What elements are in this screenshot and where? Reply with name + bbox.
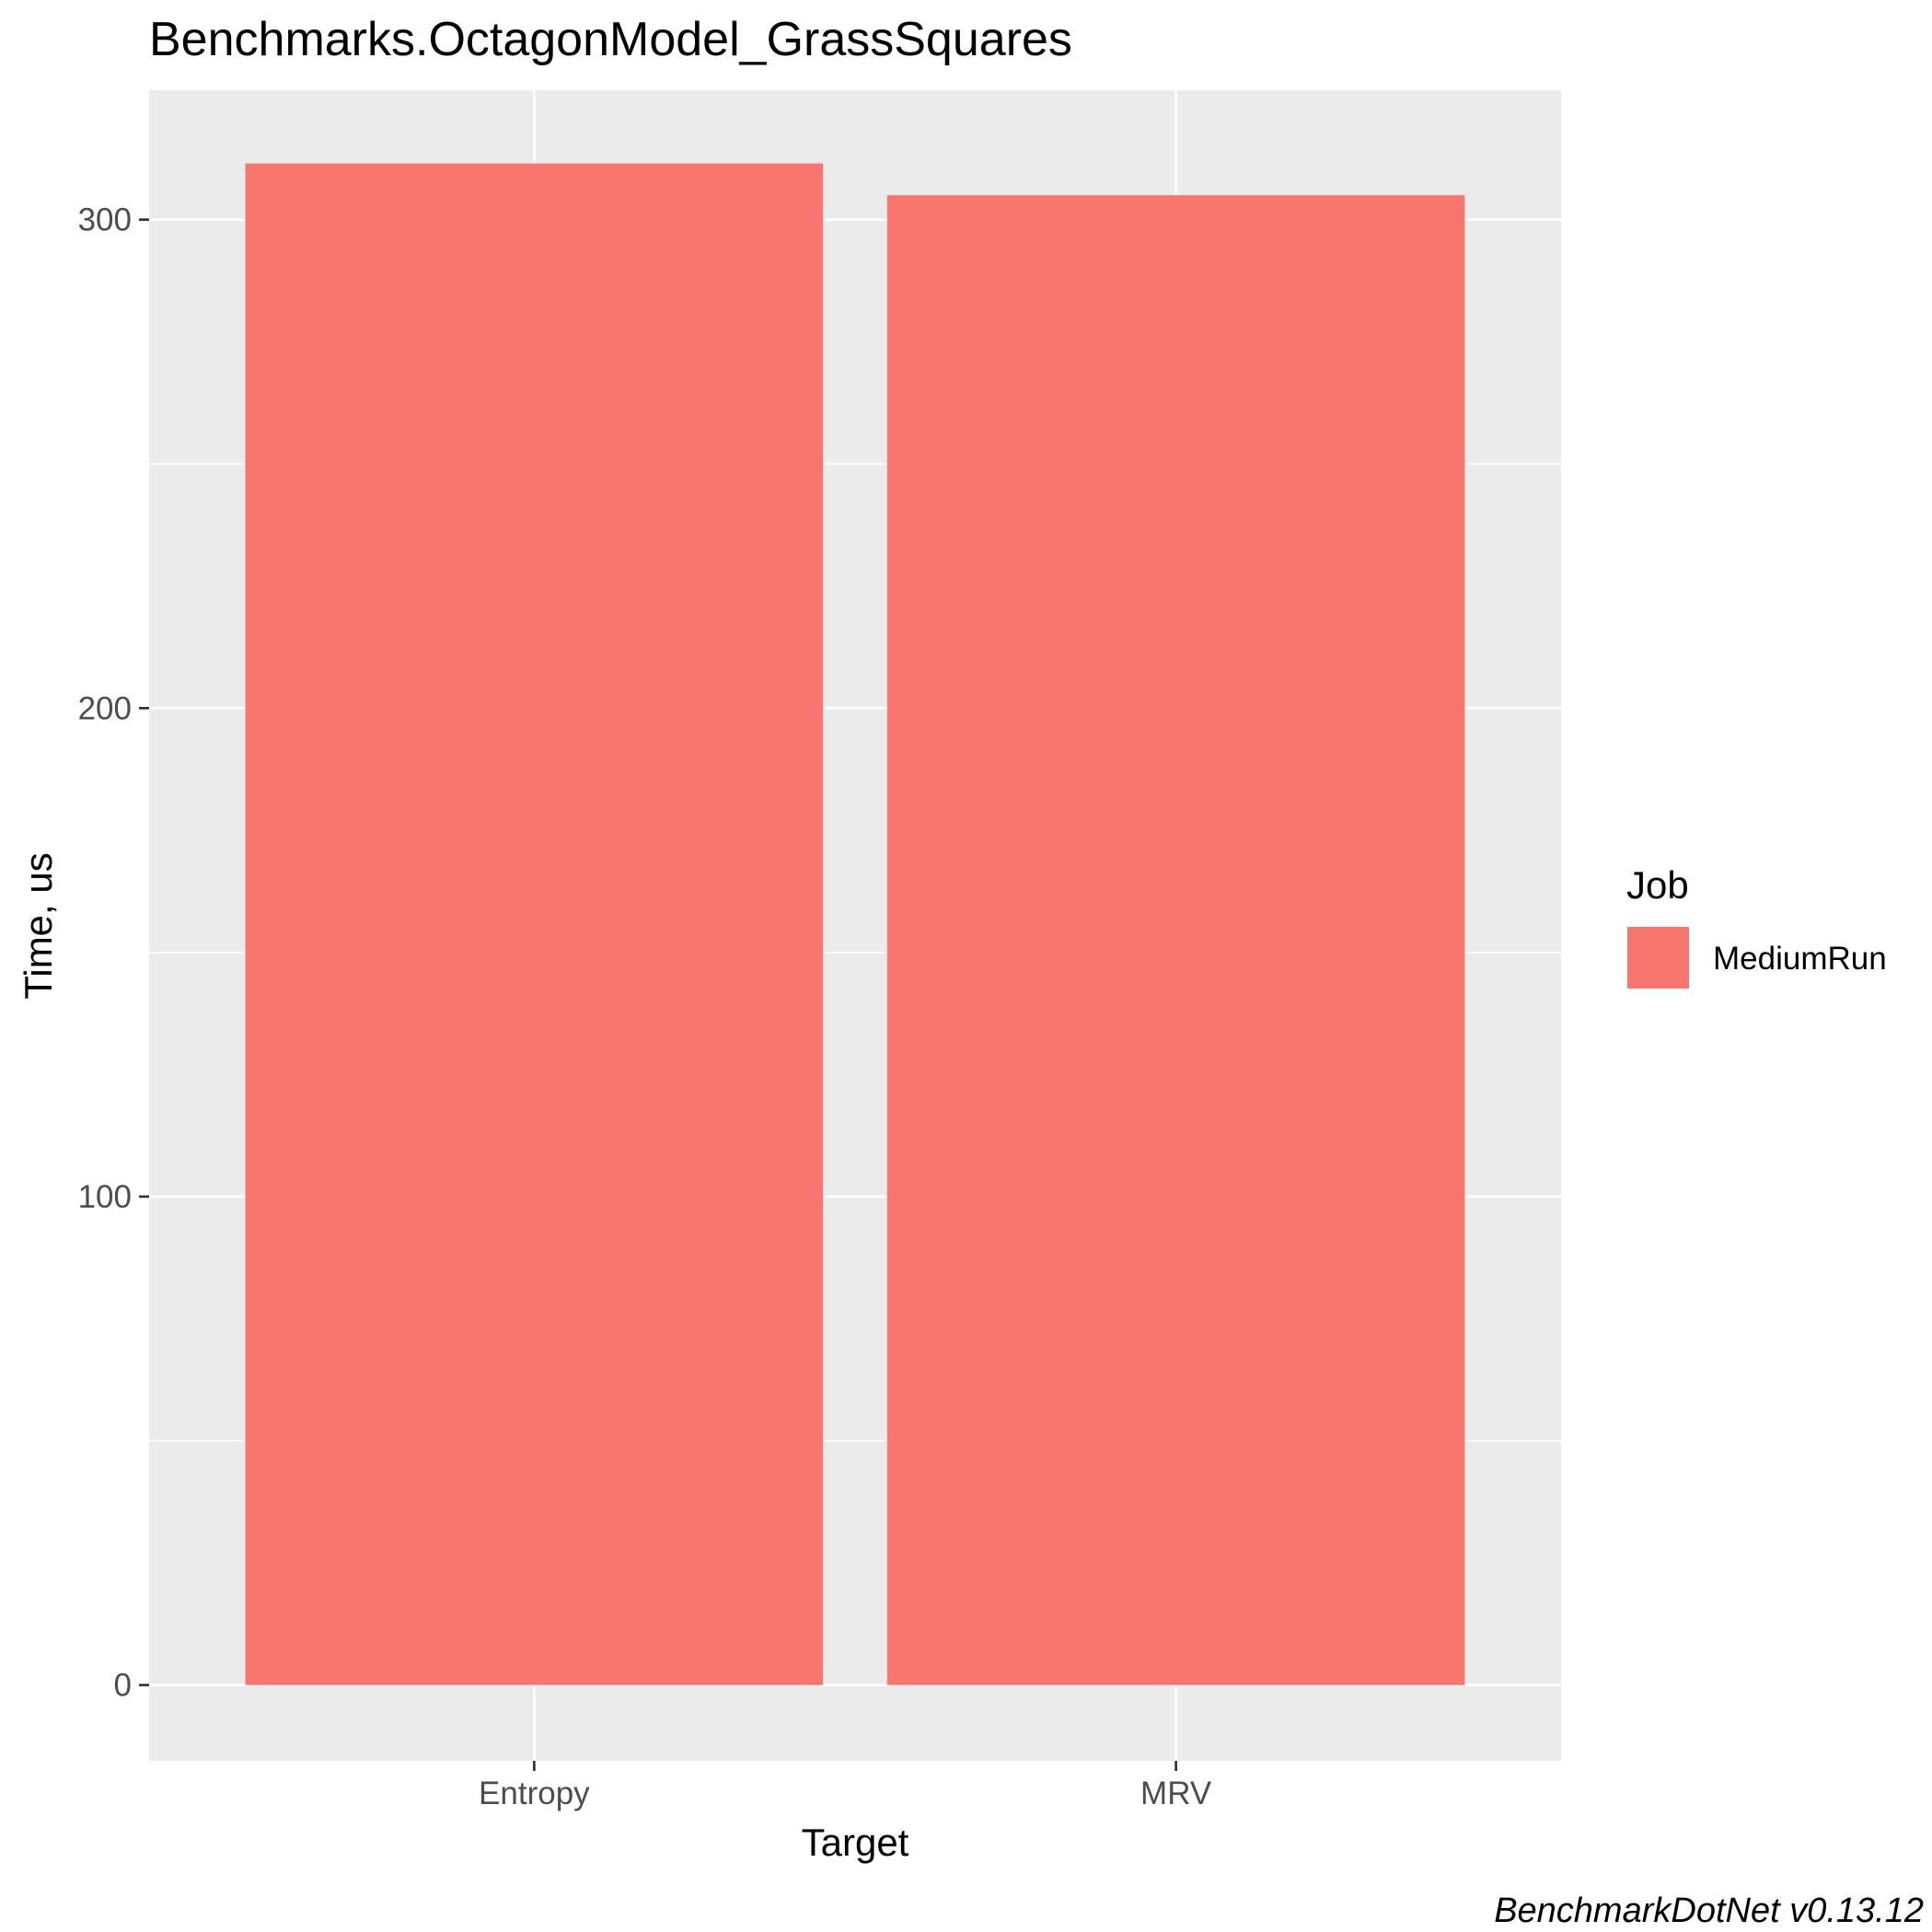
y-axis-title: Time, us — [17, 852, 60, 999]
x-tick-label: MRV — [1140, 1776, 1212, 1811]
y-axis-ticks: 0 100 200 300 — [78, 202, 149, 1704]
y-tick-label: 300 — [78, 202, 132, 238]
bar-entropy — [245, 163, 824, 1685]
x-tick-label: Entropy — [479, 1776, 590, 1811]
legend-title: Job — [1626, 863, 1689, 907]
caption: BenchmarkDotNet v0.13.12 — [1494, 1892, 1924, 1930]
bar-series — [245, 163, 1465, 1685]
y-tick-label: 200 — [78, 690, 132, 726]
legend-label-mediumrun: MediumRun — [1713, 941, 1887, 977]
legend: Job MediumRun — [1625, 863, 1887, 990]
x-axis-title: Target — [802, 1821, 909, 1864]
y-tick-label: 100 — [78, 1179, 132, 1215]
bar-mrv — [886, 195, 1465, 1685]
y-tick-label: 0 — [114, 1668, 132, 1704]
x-axis-ticks: Entropy MRV — [479, 1761, 1212, 1811]
legend-key-mediumrun — [1625, 925, 1691, 990]
chart-title: Benchmarks.OctagonModel_GrassSquares — [149, 13, 1072, 66]
